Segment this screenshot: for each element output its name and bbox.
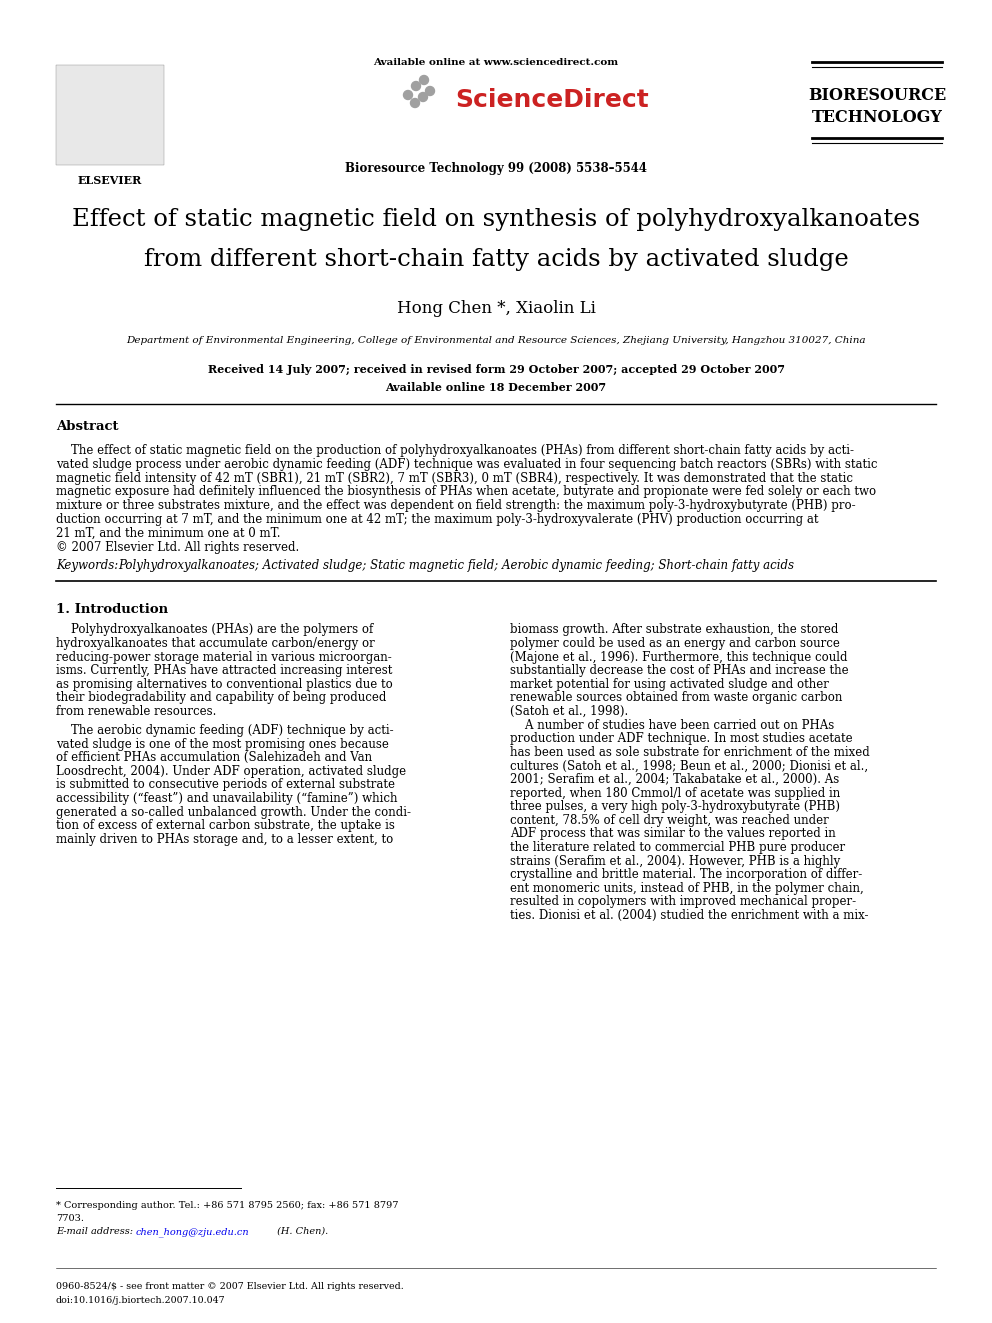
Text: Effect of static magnetic field on synthesis of polyhydroxyalkanoates: Effect of static magnetic field on synth… [72,208,920,232]
Text: reported, when 180 Cmmol/l of acetate was supplied in: reported, when 180 Cmmol/l of acetate wa… [510,787,840,799]
Text: ADF process that was similar to the values reported in: ADF process that was similar to the valu… [510,827,835,840]
Text: TECHNOLOGY: TECHNOLOGY [811,110,942,127]
Text: The effect of static magnetic field on the production of polyhydroxyalkanoates (: The effect of static magnetic field on t… [56,445,854,456]
Text: crystalline and brittle material. The incorporation of differ-: crystalline and brittle material. The in… [510,868,862,881]
Text: Loosdrecht, 2004). Under ADF operation, activated sludge: Loosdrecht, 2004). Under ADF operation, … [56,765,406,778]
Text: mainly driven to PHAs storage and, to a lesser extent, to: mainly driven to PHAs storage and, to a … [56,833,393,845]
Text: reducing-power storage material in various microorgan-: reducing-power storage material in vario… [56,651,392,664]
Text: from different short-chain fatty acids by activated sludge: from different short-chain fatty acids b… [144,247,848,271]
Ellipse shape [419,93,428,102]
Text: has been used as sole substrate for enrichment of the mixed: has been used as sole substrate for enri… [510,746,870,759]
Text: substantially decrease the cost of PHAs and increase the: substantially decrease the cost of PHAs … [510,664,848,677]
Text: chen_hong@zju.edu.cn: chen_hong@zju.edu.cn [136,1226,250,1237]
Text: Polyhydroxyalkanoates; Activated sludge; Static magnetic field; Aerobic dynamic : Polyhydroxyalkanoates; Activated sludge;… [118,560,794,573]
Text: Polyhydroxyalkanoates (PHAs) are the polymers of: Polyhydroxyalkanoates (PHAs) are the pol… [56,623,373,636]
Ellipse shape [412,82,421,90]
Text: © 2007 Elsevier Ltd. All rights reserved.: © 2007 Elsevier Ltd. All rights reserved… [56,541,300,553]
Text: (H. Chen).: (H. Chen). [274,1226,328,1236]
Text: duction occurring at 7 mT, and the minimum one at 42 mT; the maximum poly-3-hydr: duction occurring at 7 mT, and the minim… [56,513,818,527]
Ellipse shape [404,90,413,99]
Text: ELSEVIER: ELSEVIER [78,175,142,187]
Text: isms. Currently, PHAs have attracted increasing interest: isms. Currently, PHAs have attracted inc… [56,664,393,677]
Text: resulted in copolymers with improved mechanical proper-: resulted in copolymers with improved mec… [510,896,856,909]
Text: E-mail address:: E-mail address: [56,1226,136,1236]
Bar [56,65,164,165]
Text: Hong Chen *, Xiaolin Li: Hong Chen *, Xiaolin Li [397,300,595,318]
Text: 21 mT, and the minimum one at 0 mT.: 21 mT, and the minimum one at 0 mT. [56,527,281,540]
Text: * Corresponding author. Tel.: +86 571 8795 2560; fax: +86 571 8797: * Corresponding author. Tel.: +86 571 87… [56,1201,399,1211]
Text: their biodegradability and capability of being produced: their biodegradability and capability of… [56,692,386,704]
Text: vated sludge process under aerobic dynamic feeding (ADF) technique was evaluated: vated sludge process under aerobic dynam… [56,458,878,471]
Text: Available online at www.sciencedirect.com: Available online at www.sciencedirect.co… [373,58,619,67]
Text: Received 14 July 2007; received in revised form 29 October 2007; accepted 29 Oct: Received 14 July 2007; received in revis… [207,364,785,376]
Text: ent monomeric units, instead of PHB, in the polymer chain,: ent monomeric units, instead of PHB, in … [510,882,864,894]
Text: Available online 18 December 2007: Available online 18 December 2007 [386,382,606,393]
Text: 1. Introduction: 1. Introduction [56,603,168,617]
Text: 0960-8524/$ - see front matter © 2007 Elsevier Ltd. All rights reserved.: 0960-8524/$ - see front matter © 2007 El… [56,1282,404,1291]
Text: Bioresource Technology 99 (2008) 5538–5544: Bioresource Technology 99 (2008) 5538–55… [345,161,647,175]
Text: mixture or three substrates mixture, and the effect was dependent on field stren: mixture or three substrates mixture, and… [56,499,856,512]
Text: from renewable resources.: from renewable resources. [56,705,216,718]
Text: generated a so-called unbalanced growth. Under the condi-: generated a so-called unbalanced growth.… [56,806,411,819]
Ellipse shape [420,75,429,85]
Text: ties. Dionisi et al. (2004) studied the enrichment with a mix-: ties. Dionisi et al. (2004) studied the … [510,909,869,922]
Text: biomass growth. After substrate exhaustion, the stored: biomass growth. After substrate exhausti… [510,623,838,636]
Text: vated sludge is one of the most promising ones because: vated sludge is one of the most promisin… [56,738,389,750]
Text: ScienceDirect: ScienceDirect [455,89,649,112]
Text: renewable sources obtained from waste organic carbon: renewable sources obtained from waste or… [510,692,842,704]
Text: Department of Environmental Engineering, College of Environmental and Resource S: Department of Environmental Engineering,… [126,336,866,345]
Text: Abstract: Abstract [56,419,118,433]
Text: (Satoh et al., 1998).: (Satoh et al., 1998). [510,705,628,718]
Text: cultures (Satoh et al., 1998; Beun et al., 2000; Dionisi et al.,: cultures (Satoh et al., 1998; Beun et al… [510,759,868,773]
Text: 7703.: 7703. [56,1215,84,1222]
Text: The aerobic dynamic feeding (ADF) technique by acti-: The aerobic dynamic feeding (ADF) techni… [56,724,394,737]
Text: magnetic exposure had definitely influenced the biosynthesis of PHAs when acetat: magnetic exposure had definitely influen… [56,486,876,499]
Text: is submitted to consecutive periods of external substrate: is submitted to consecutive periods of e… [56,778,395,791]
Text: production under ADF technique. In most studies acetate: production under ADF technique. In most … [510,732,853,745]
Text: the literature related to commercial PHB pure producer: the literature related to commercial PHB… [510,841,845,855]
Text: A number of studies have been carried out on PHAs: A number of studies have been carried ou… [510,718,834,732]
Text: market potential for using activated sludge and other: market potential for using activated slu… [510,677,829,691]
Text: polymer could be used as an energy and carbon source: polymer could be used as an energy and c… [510,636,840,650]
Text: 2001; Serafim et al., 2004; Takabatake et al., 2000). As: 2001; Serafim et al., 2004; Takabatake e… [510,773,839,786]
Text: tion of excess of external carbon substrate, the uptake is: tion of excess of external carbon substr… [56,819,395,832]
Ellipse shape [411,98,420,107]
Text: three pulses, a very high poly-3-hydroxybutyrate (PHB): three pulses, a very high poly-3-hydroxy… [510,800,840,814]
Text: magnetic field intensity of 42 mT (SBR1), 21 mT (SBR2), 7 mT (SBR3), 0 mT (SBR4): magnetic field intensity of 42 mT (SBR1)… [56,471,853,484]
Text: as promising alternatives to conventional plastics due to: as promising alternatives to conventiona… [56,677,393,691]
Text: strains (Serafim et al., 2004). However, PHB is a highly: strains (Serafim et al., 2004). However,… [510,855,840,868]
Text: accessibility (“feast”) and unavailability (“famine”) which: accessibility (“feast”) and unavailabili… [56,792,398,804]
Text: content, 78.5% of cell dry weight, was reached under: content, 78.5% of cell dry weight, was r… [510,814,828,827]
Text: BIORESOURCE: BIORESOURCE [807,86,946,103]
Text: of efficient PHAs accumulation (Salehizadeh and Van: of efficient PHAs accumulation (Salehiza… [56,751,372,765]
Ellipse shape [426,86,434,95]
Text: Keywords:: Keywords: [56,560,126,573]
Text: (Majone et al., 1996). Furthermore, this technique could: (Majone et al., 1996). Furthermore, this… [510,651,847,664]
Text: hydroxyalkanoates that accumulate carbon/energy or: hydroxyalkanoates that accumulate carbon… [56,636,375,650]
Text: doi:10.1016/j.biortech.2007.10.047: doi:10.1016/j.biortech.2007.10.047 [56,1297,225,1304]
